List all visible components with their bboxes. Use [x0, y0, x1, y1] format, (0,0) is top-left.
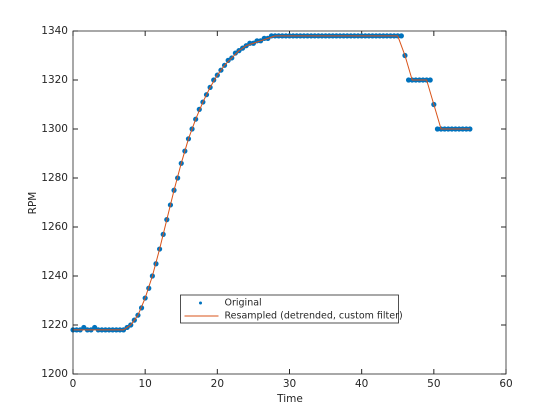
x-tick-label: 0	[70, 378, 77, 390]
x-tick-label: 10	[138, 378, 151, 390]
y-tick-label: 1320	[41, 74, 68, 86]
legend-marker	[199, 301, 202, 305]
y-axis-label: RPM	[27, 192, 39, 215]
y-tick-label: 1260	[41, 221, 68, 233]
legend-label: Original	[225, 298, 262, 309]
x-tick-label: 60	[499, 378, 512, 390]
axes-box	[72, 30, 507, 375]
y-tick-label: 1200	[41, 368, 68, 380]
x-tick-label: 40	[355, 378, 368, 390]
data-point	[398, 33, 404, 39]
data-line	[73, 35, 470, 331]
legend-label: Resampled (detrended, custom filter)	[225, 311, 403, 322]
y-tick-label: 1340	[41, 25, 68, 37]
data-point	[427, 77, 433, 83]
y-tick-label: 1240	[41, 270, 68, 282]
y-tick-label: 1220	[41, 319, 68, 331]
y-tick-label: 1300	[41, 123, 68, 135]
legend-box	[180, 294, 399, 324]
data-point	[434, 126, 441, 132]
x-tick-label: 20	[211, 378, 224, 390]
x-tick-label: 30	[283, 378, 296, 390]
x-axis-label: Time	[276, 393, 303, 405]
data-point	[405, 77, 412, 83]
x-tick-label: 50	[427, 378, 440, 390]
y-tick-label: 1280	[41, 172, 68, 184]
